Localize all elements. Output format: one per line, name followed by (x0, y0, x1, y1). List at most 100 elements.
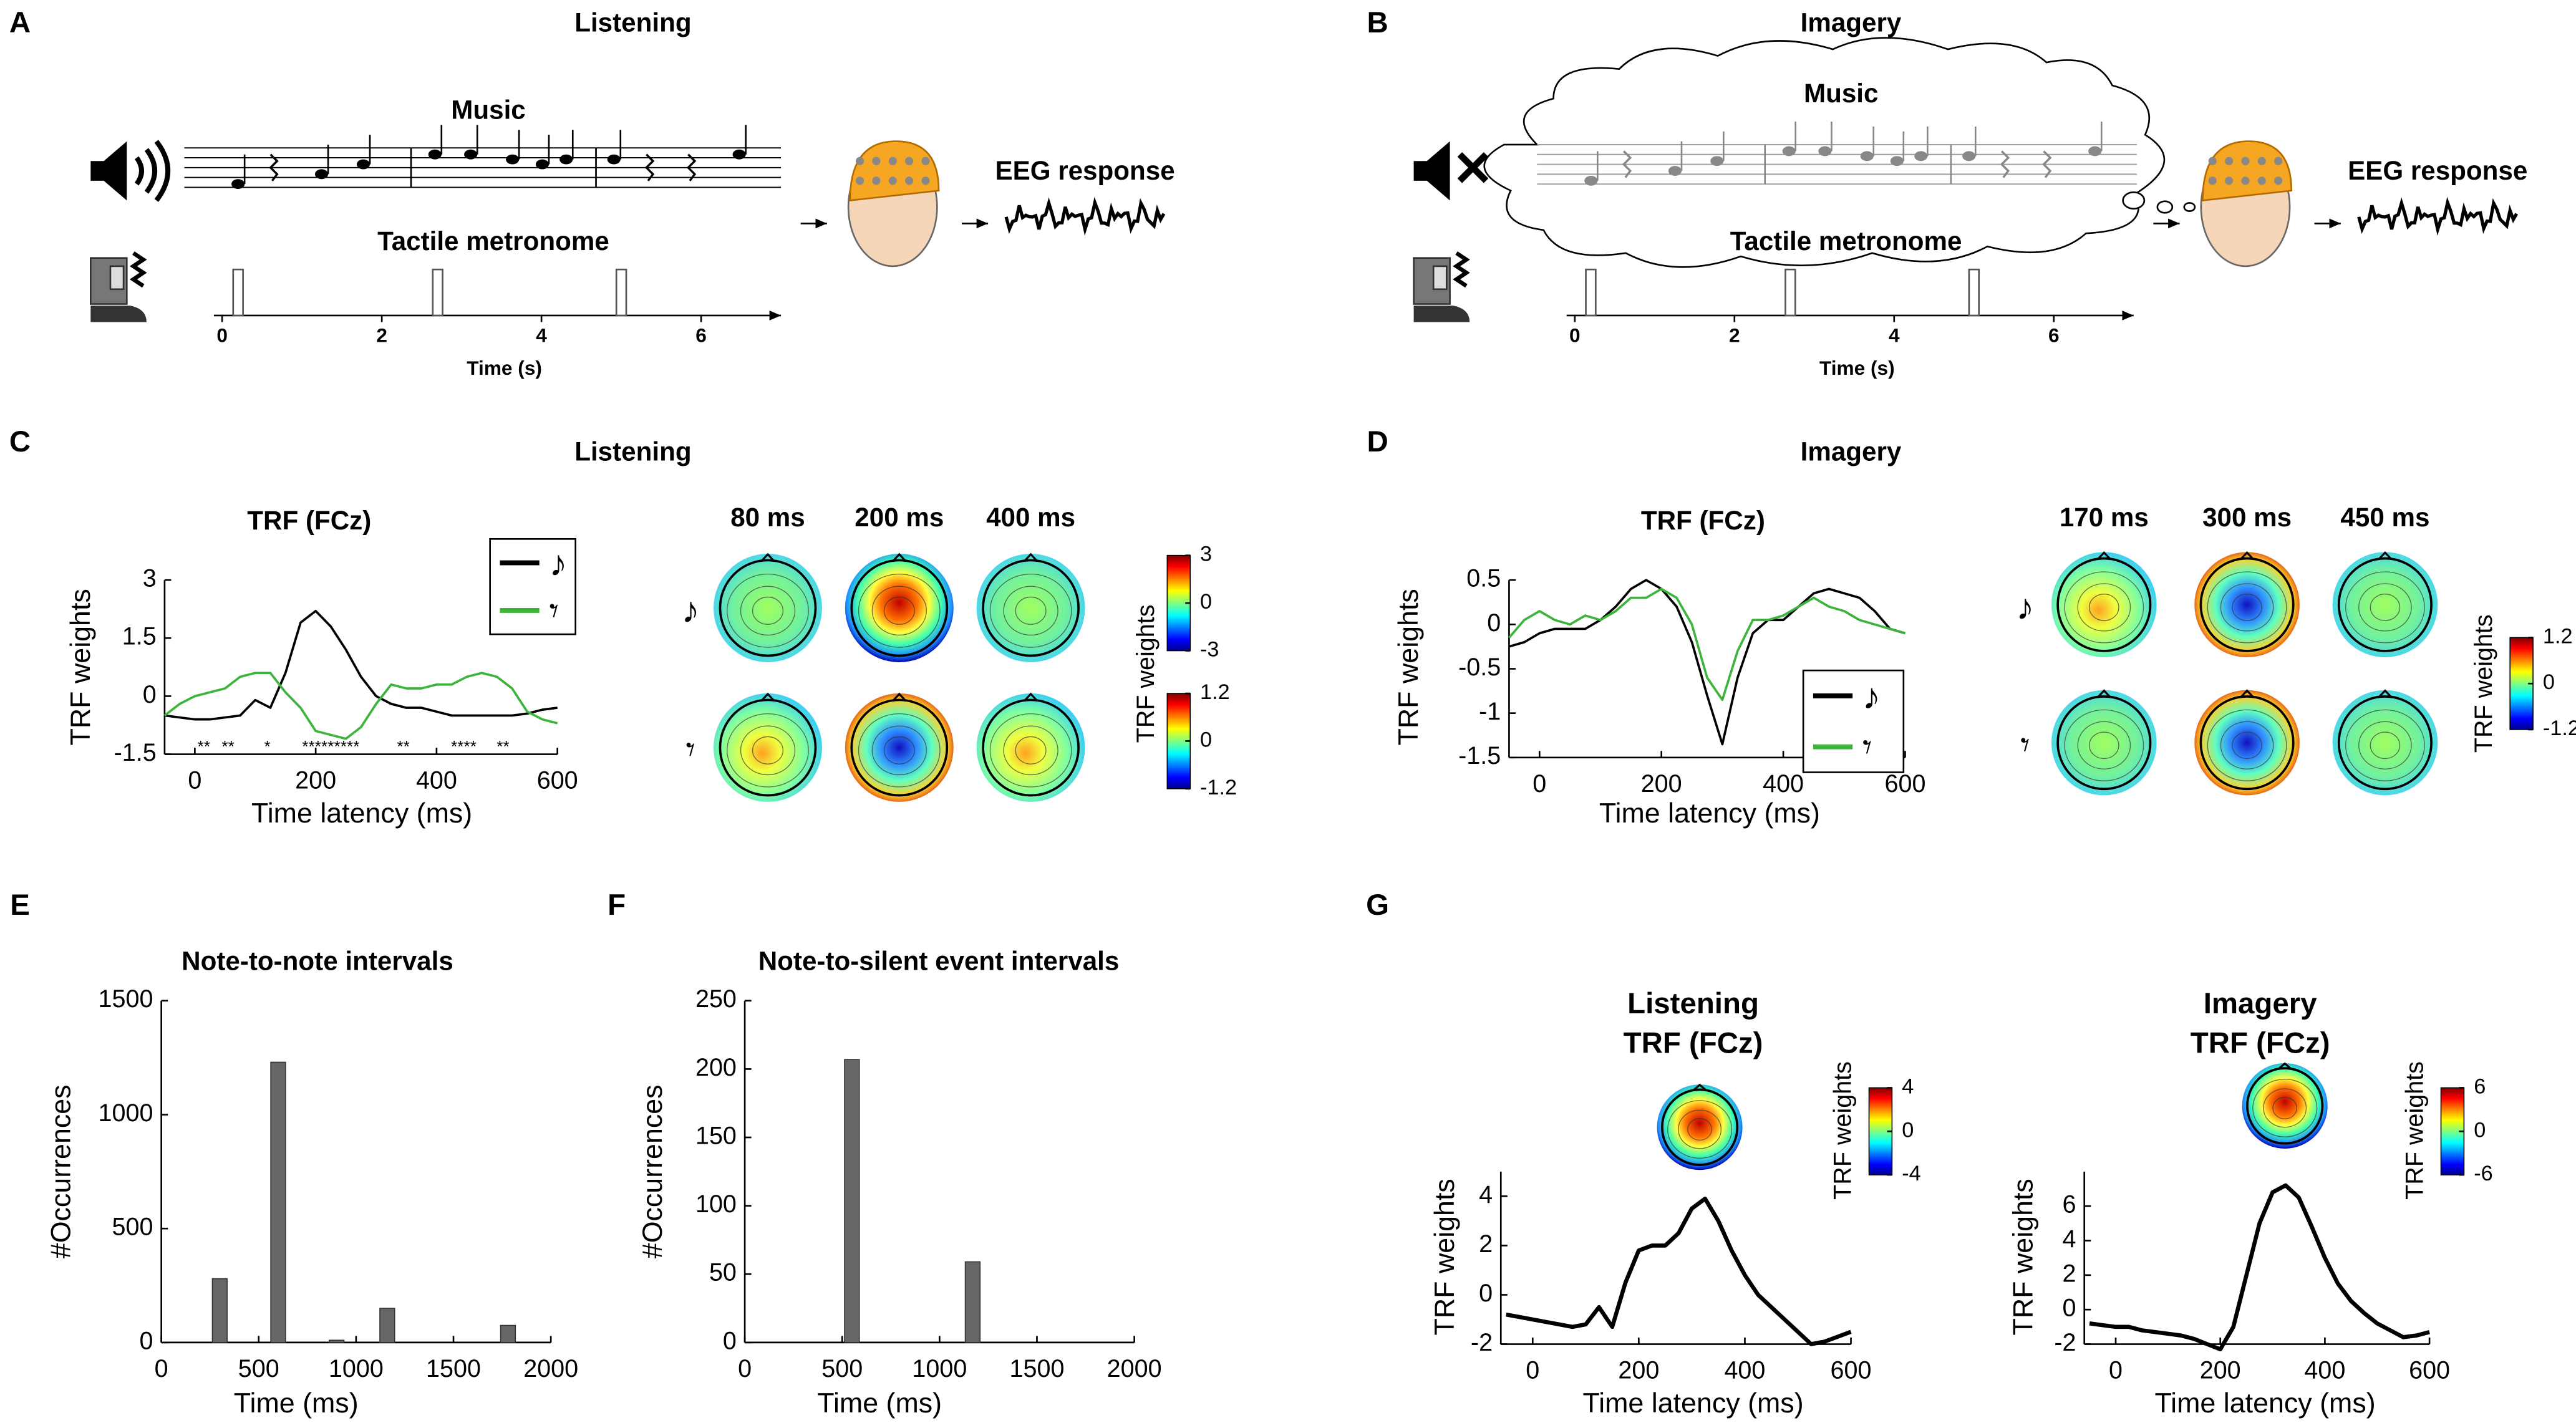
contour (858, 573, 941, 648)
panel-label: D (1367, 425, 1388, 458)
y-tick-label: 6 (2063, 1191, 2076, 1218)
contour (2370, 594, 2401, 621)
contour (1015, 596, 1047, 625)
device (90, 257, 128, 305)
electrode (2241, 157, 2250, 165)
nose (2378, 689, 2393, 698)
topomap (714, 552, 822, 662)
contour (1003, 586, 1058, 636)
note-head (607, 154, 621, 165)
head-outline (1660, 1088, 1739, 1166)
topomap (714, 692, 822, 802)
y-tick-label: 200 (695, 1054, 737, 1081)
note-head (464, 149, 478, 160)
colorbar-tick-label: 4 (1902, 1074, 1914, 1098)
speaker-icon (1413, 141, 1489, 201)
electrode (2257, 157, 2266, 165)
x-tick-label: 500 (821, 1355, 863, 1382)
topomap (2051, 551, 2157, 658)
colorbar-tick-label: 0 (2543, 670, 2555, 694)
x-axis-label: Time latency (ms) (251, 798, 472, 829)
electrode (2257, 176, 2266, 185)
scalp-map (2051, 552, 2157, 658)
eeg-cap (2202, 140, 2293, 201)
chart-title: Note-to-note intervals (182, 946, 453, 975)
colorbar-label: TRF weights (1829, 1061, 1856, 1200)
rest (644, 153, 655, 181)
x-tick-label: 2000 (1107, 1355, 1162, 1382)
nose (2096, 551, 2112, 561)
head-icon (2200, 140, 2293, 268)
row-label: 𝄾 (2020, 725, 2030, 765)
shoe (90, 306, 147, 322)
y-tick-label: 150 (695, 1122, 737, 1149)
electrode (2208, 157, 2217, 165)
bar (964, 1261, 981, 1343)
contour (858, 713, 941, 788)
nose (2096, 689, 2112, 698)
nose (1023, 552, 1039, 562)
y-tick-label: 50 (709, 1259, 737, 1286)
eeg-label: EEG response (995, 156, 1174, 185)
panel-label: F (608, 889, 626, 922)
pulse (1784, 268, 1796, 317)
bar (270, 1061, 286, 1343)
y-tick-label: 4 (1479, 1181, 1493, 1208)
note-head (1962, 151, 1976, 162)
eeg-label: EEG response (2348, 156, 2527, 185)
rest (686, 153, 697, 181)
y-tick-label: 2 (1479, 1230, 1493, 1258)
topomap-time: 170 ms (2060, 503, 2149, 532)
note-head (1782, 146, 1796, 157)
electrode (2225, 157, 2234, 165)
series-line (1508, 587, 1905, 702)
nose (2239, 689, 2255, 698)
contour (2220, 583, 2274, 632)
speaker (90, 141, 127, 201)
y-tick-label: 0 (2063, 1295, 2076, 1322)
legend-label: 𝄾 (550, 592, 559, 632)
colorbar-tick-label: -1.2 (2543, 716, 2576, 740)
scalp-map (976, 693, 1085, 802)
pulse (1968, 268, 1980, 317)
colorbar-tick-label: 6 (2474, 1074, 2486, 1098)
contour (1667, 1100, 1733, 1159)
contour (883, 596, 915, 625)
note-head (535, 159, 549, 170)
x-tick-label: 400 (416, 767, 457, 794)
chart-title: Imagery (2204, 987, 2318, 1020)
device-screen (1432, 265, 1448, 291)
topomap (2194, 689, 2300, 796)
scalp-map (714, 693, 822, 802)
significance-marker: ** (397, 737, 410, 756)
colorbar-tick-label: -6 (2474, 1162, 2492, 1185)
metronome-label: Tactile metronome (1730, 226, 1962, 256)
topomap-time: 80 ms (730, 503, 805, 532)
chart-title: TRF (FCz) (1641, 506, 1765, 535)
head-outline (2056, 557, 2152, 652)
nose (1023, 692, 1039, 702)
y-tick-label: 1.5 (122, 623, 157, 650)
rest (2000, 150, 2010, 178)
panel-title: Imagery (1801, 437, 1902, 466)
device-screen (109, 265, 125, 291)
x-tick-label: 500 (238, 1355, 279, 1382)
tactile-device-icon (1413, 251, 1470, 322)
y-tick-label: 250 (695, 985, 737, 1013)
y-axis-label: #Occurrences (45, 1084, 76, 1258)
pulse (615, 268, 627, 317)
y-tick-label: 100 (695, 1190, 737, 1218)
panel-label: A (9, 6, 31, 39)
head-outline (850, 559, 949, 657)
row-label: ♪ (2016, 587, 2034, 627)
scalp-map (976, 554, 1085, 662)
series-line (1508, 579, 1905, 746)
note-head (559, 154, 573, 165)
bar (329, 1339, 345, 1343)
electrode (2208, 176, 2217, 185)
panel-label: G (1366, 889, 1389, 922)
note-head (1668, 166, 1682, 176)
y-tick-label: -1.5 (114, 739, 157, 766)
contour (752, 736, 783, 765)
speaker (1413, 141, 1450, 201)
